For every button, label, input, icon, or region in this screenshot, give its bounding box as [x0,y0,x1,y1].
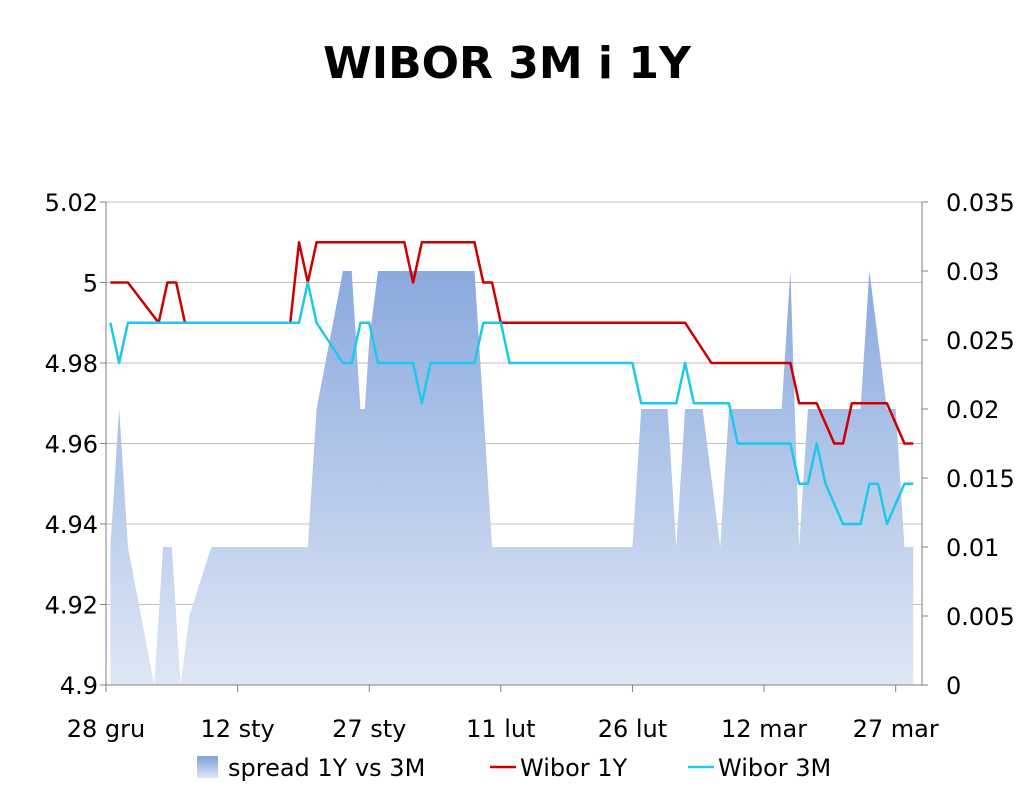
right-axis-tick-label: 0.01 [946,534,999,562]
legend-item-spread: spread 1Y vs 3M [197,754,425,782]
legend-label-wibor-1y: Wibor 1Y [520,754,628,782]
x-axis-tick-label: 27 mar [853,715,939,743]
right-axis-tick-label: 0.025 [946,327,1015,355]
x-axis-tick-label: 12 sty [200,715,274,743]
tick-label-layer: 4.9 4.92 4.94 4.96 4.98 5 5.02 0 0.005 0.01 0.015 0… [45,189,1015,743]
left-axis-tick-label: 4.96 [45,431,98,459]
legend-label-spread: spread 1Y vs 3M [228,754,425,782]
left-axis-tick-label: 5.02 [45,189,98,217]
right-axis-tick-label: 0.03 [946,258,999,286]
right-axis-tick-label: 0.015 [946,465,1015,493]
left-axis-tick-label: 4.9 [60,672,98,700]
left-axis-tick-label: 4.94 [45,511,98,539]
legend: spread 1Y vs 3M Wibor 1Y Wibor 3M [197,754,831,782]
spread-area [110,271,914,685]
legend-item-wibor-3m: Wibor 3M [688,754,831,782]
line-layer [109,241,914,526]
chart-title: WIBOR 3M i 1Y [323,38,692,89]
right-axis-tick-label: 0 [946,672,961,700]
wibor-3m-line [109,281,914,526]
x-axis-tick-label: 26 lut [598,715,667,743]
spread-area-layer [110,271,914,685]
right-axis-tick-label: 0.035 [946,189,1015,217]
right-axis-tick-label: 0.005 [946,603,1015,631]
legend-label-wibor-3m: Wibor 3M [718,754,831,782]
left-axis-tick-label: 5 [83,270,98,298]
x-axis-tick-label: 28 gru [67,715,145,743]
x-axis-tick-label: 27 sty [332,715,406,743]
right-axis-tick-label: 0.02 [946,396,999,424]
axis-layer [100,201,928,692]
left-axis-tick-label: 4.92 [45,592,98,620]
left-axis-tick-label: 4.98 [45,350,98,378]
x-axis-tick-label: 12 mar [721,715,807,743]
x-axis-tick-label: 11 lut [466,715,535,743]
legend-item-wibor-1y: Wibor 1Y [490,754,628,782]
legend-swatch-spread [197,756,218,778]
